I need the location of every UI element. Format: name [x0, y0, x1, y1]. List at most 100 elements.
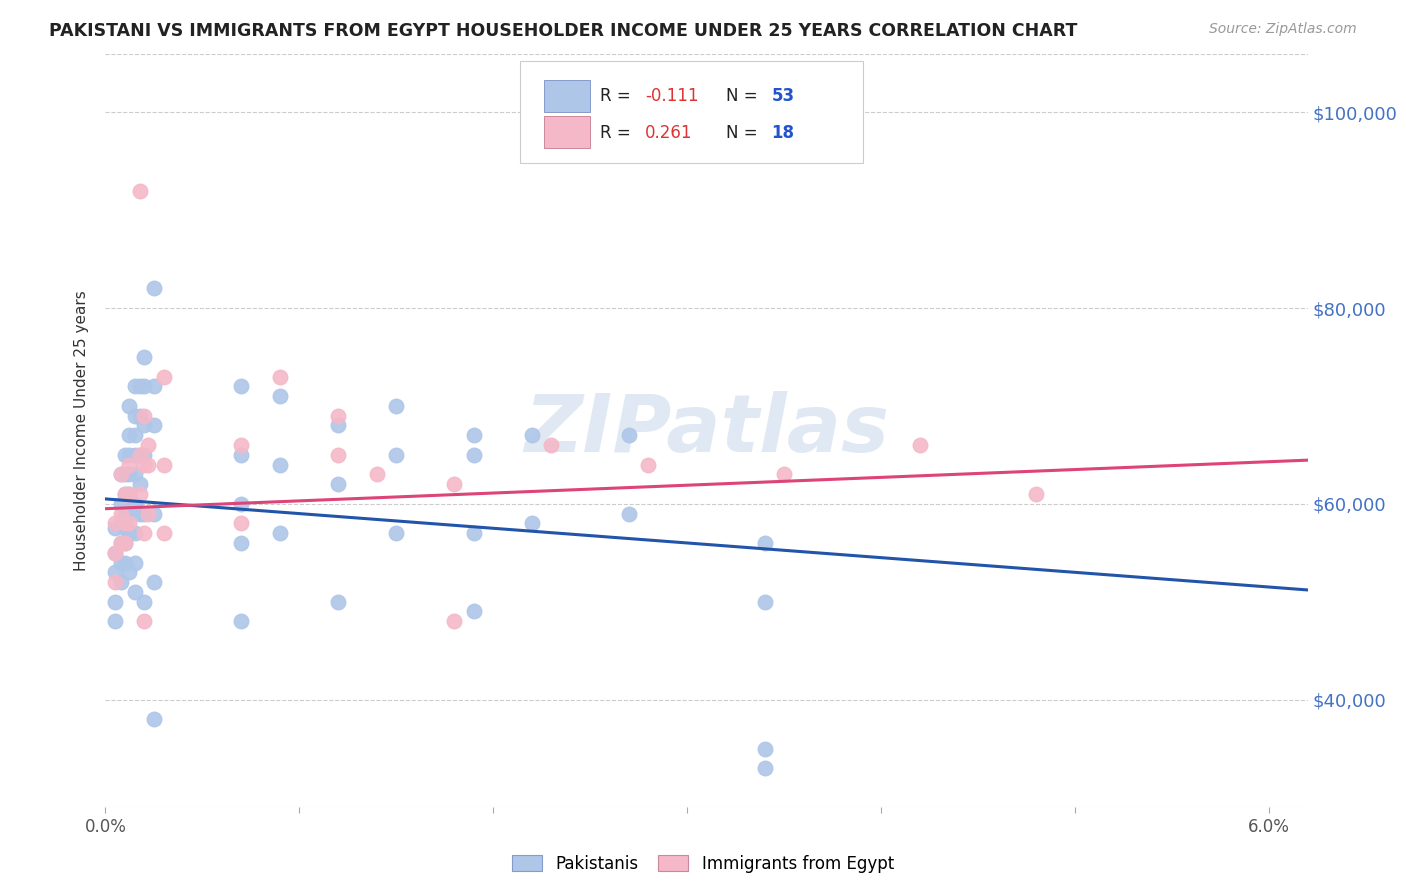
- Point: [269, 389, 291, 403]
- Text: N =: N =: [725, 87, 762, 105]
- Point: [129, 379, 152, 393]
- Point: [124, 526, 146, 541]
- Point: [129, 507, 152, 521]
- Text: N =: N =: [725, 124, 762, 142]
- Point: [463, 526, 485, 541]
- Point: [118, 507, 141, 521]
- Point: [104, 546, 127, 560]
- Point: [463, 605, 485, 619]
- Text: ZIPatlas: ZIPatlas: [524, 392, 889, 469]
- Point: [385, 448, 408, 462]
- Point: [142, 281, 165, 295]
- Point: [136, 458, 159, 472]
- Point: [152, 369, 174, 384]
- Point: [124, 497, 146, 511]
- Point: [104, 516, 127, 531]
- Point: [142, 575, 165, 590]
- Point: [136, 438, 159, 452]
- Text: R =: R =: [599, 124, 636, 142]
- Point: [385, 399, 408, 413]
- Point: [269, 458, 291, 472]
- Point: [118, 487, 141, 501]
- Point: [637, 458, 659, 472]
- Point: [114, 467, 136, 482]
- Point: [114, 521, 136, 535]
- Point: [134, 350, 156, 364]
- Point: [110, 507, 132, 521]
- Text: 0.261: 0.261: [645, 124, 693, 142]
- Point: [231, 614, 253, 628]
- Point: [134, 507, 156, 521]
- Point: [385, 526, 408, 541]
- Point: [104, 595, 127, 609]
- Text: Source: ZipAtlas.com: Source: ZipAtlas.com: [1209, 22, 1357, 37]
- FancyBboxPatch shape: [544, 116, 591, 148]
- Point: [754, 761, 776, 775]
- Point: [231, 438, 253, 452]
- Point: [136, 507, 159, 521]
- Point: [110, 467, 132, 482]
- Point: [129, 477, 152, 491]
- Point: [114, 487, 136, 501]
- Point: [124, 467, 146, 482]
- Point: [520, 516, 543, 531]
- Point: [443, 614, 465, 628]
- Point: [134, 614, 156, 628]
- Point: [134, 409, 156, 423]
- Point: [124, 556, 146, 570]
- Text: 18: 18: [772, 124, 794, 142]
- Point: [520, 428, 543, 442]
- Point: [326, 595, 349, 609]
- Point: [754, 536, 776, 550]
- Point: [118, 399, 141, 413]
- Point: [142, 712, 165, 726]
- Text: 53: 53: [772, 87, 794, 105]
- Point: [129, 448, 152, 462]
- Point: [142, 379, 165, 393]
- Point: [269, 526, 291, 541]
- Point: [114, 516, 136, 531]
- Point: [104, 575, 127, 590]
- Point: [540, 438, 562, 452]
- Point: [463, 428, 485, 442]
- Point: [118, 448, 141, 462]
- Point: [269, 369, 291, 384]
- Point: [463, 448, 485, 462]
- Text: -0.111: -0.111: [645, 87, 699, 105]
- Point: [134, 595, 156, 609]
- Point: [110, 536, 132, 550]
- Point: [118, 487, 141, 501]
- Point: [326, 409, 349, 423]
- Point: [129, 487, 152, 501]
- FancyBboxPatch shape: [520, 61, 863, 163]
- Point: [104, 614, 127, 628]
- Point: [118, 428, 141, 442]
- Point: [104, 521, 127, 535]
- Point: [129, 448, 152, 462]
- Legend: Pakistanis, Immigrants from Egypt: Pakistanis, Immigrants from Egypt: [505, 848, 901, 880]
- Point: [110, 497, 132, 511]
- Point: [773, 467, 796, 482]
- Point: [617, 428, 640, 442]
- Point: [754, 741, 776, 756]
- Point: [134, 448, 156, 462]
- Text: PAKISTANI VS IMMIGRANTS FROM EGYPT HOUSEHOLDER INCOME UNDER 25 YEARS CORRELATION: PAKISTANI VS IMMIGRANTS FROM EGYPT HOUSE…: [49, 22, 1077, 40]
- Point: [754, 595, 776, 609]
- Point: [124, 379, 146, 393]
- Text: R =: R =: [599, 87, 636, 105]
- Point: [114, 556, 136, 570]
- Point: [142, 418, 165, 433]
- Point: [114, 448, 136, 462]
- Point: [104, 546, 127, 560]
- Point: [231, 448, 253, 462]
- Point: [142, 507, 165, 521]
- Point: [152, 526, 174, 541]
- Point: [110, 575, 132, 590]
- Point: [118, 516, 141, 531]
- Point: [231, 379, 253, 393]
- Point: [366, 467, 388, 482]
- Point: [617, 507, 640, 521]
- Point: [118, 467, 141, 482]
- Point: [1025, 487, 1047, 501]
- Point: [114, 536, 136, 550]
